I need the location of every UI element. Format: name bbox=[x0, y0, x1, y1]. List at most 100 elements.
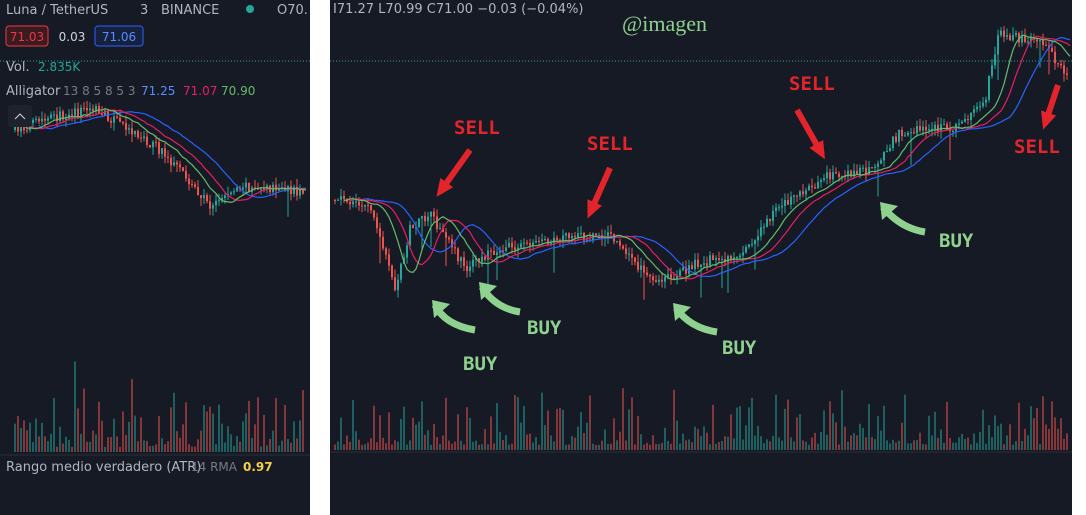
candle-body bbox=[409, 225, 411, 246]
volume-bar bbox=[296, 438, 298, 452]
sell-arrowhead bbox=[809, 140, 825, 160]
volume-bar bbox=[101, 420, 103, 452]
candle-body bbox=[1042, 40, 1044, 46]
candle-body bbox=[1030, 38, 1032, 42]
candle-body bbox=[284, 187, 286, 192]
volume-bar bbox=[676, 420, 678, 450]
candle-body bbox=[194, 184, 196, 188]
volume-bar bbox=[736, 407, 738, 450]
candle-body bbox=[161, 148, 163, 154]
candle-body bbox=[880, 160, 882, 164]
volume-bar bbox=[991, 437, 993, 450]
volume-bar bbox=[493, 443, 495, 450]
candle-body bbox=[511, 242, 513, 248]
candle-body bbox=[221, 198, 223, 201]
candle-body bbox=[155, 141, 157, 143]
volume-bar bbox=[242, 421, 244, 452]
alligator-jaw: 71.25 bbox=[141, 84, 175, 98]
volume-bar bbox=[1045, 424, 1047, 450]
volume-bar bbox=[1027, 435, 1029, 450]
volume-bar bbox=[1036, 407, 1038, 450]
candle-body bbox=[658, 279, 660, 282]
candle-body bbox=[1060, 63, 1062, 66]
volume-bar bbox=[239, 441, 241, 452]
candle-body bbox=[889, 148, 891, 152]
candle-body bbox=[80, 107, 82, 116]
volume-bar bbox=[733, 438, 735, 450]
candle-body bbox=[622, 245, 624, 249]
candle-body bbox=[703, 263, 705, 265]
volume-bar bbox=[1060, 418, 1062, 450]
volume-bar bbox=[68, 439, 70, 452]
candle-body bbox=[364, 204, 366, 207]
candle-body bbox=[784, 200, 786, 206]
volume-bar bbox=[625, 440, 627, 450]
candle-body bbox=[742, 252, 744, 256]
volume-bar bbox=[595, 444, 597, 450]
volume-bar bbox=[361, 444, 363, 450]
volume-bar bbox=[245, 413, 247, 452]
volume-bar bbox=[586, 422, 588, 450]
volume-bar bbox=[80, 433, 82, 452]
volume-bar bbox=[499, 431, 501, 450]
candle-body bbox=[296, 186, 298, 196]
volume-bar bbox=[865, 437, 867, 450]
volume-bar bbox=[931, 435, 933, 450]
atr-value: 0.97 bbox=[243, 460, 273, 474]
candle-body bbox=[299, 189, 301, 196]
candle-body bbox=[1027, 41, 1029, 43]
volume-bar bbox=[772, 435, 774, 450]
candle-body bbox=[125, 123, 127, 130]
candle-body bbox=[131, 128, 133, 135]
volume-bar bbox=[607, 443, 609, 450]
volume-bar bbox=[919, 432, 921, 450]
volume-bar bbox=[538, 444, 540, 450]
volume-bar bbox=[1039, 444, 1041, 450]
candle-body bbox=[649, 275, 651, 277]
candle-body bbox=[706, 263, 708, 266]
candle-body bbox=[835, 172, 837, 174]
candle-body bbox=[907, 132, 909, 136]
candle-body bbox=[787, 200, 789, 205]
volume-bar bbox=[38, 436, 40, 452]
candle-body bbox=[988, 75, 990, 100]
candle-body bbox=[895, 136, 897, 142]
volume-bar bbox=[886, 440, 888, 450]
volume-bar bbox=[928, 415, 930, 450]
volume-bar bbox=[421, 401, 423, 450]
candle-body bbox=[248, 182, 250, 192]
volume-bar bbox=[781, 440, 783, 450]
candle-body bbox=[943, 124, 945, 126]
volume-bar bbox=[754, 435, 756, 450]
volume-bar bbox=[275, 398, 277, 452]
volume-bar bbox=[508, 444, 510, 450]
candle-body bbox=[1021, 35, 1023, 43]
volume-bar bbox=[961, 433, 963, 450]
volume-bar bbox=[670, 443, 672, 450]
volume-bar bbox=[373, 405, 375, 450]
candle-body bbox=[562, 235, 564, 242]
volume-bar bbox=[868, 404, 870, 450]
alligator-teeth: 71.07 bbox=[183, 84, 217, 98]
alligator-line bbox=[358, 36, 1071, 278]
volume-bar bbox=[790, 437, 792, 450]
volume-bar bbox=[541, 392, 543, 450]
volume-bar bbox=[976, 442, 978, 450]
volume-bar bbox=[601, 440, 603, 450]
candle-body bbox=[251, 187, 253, 192]
volume-bar bbox=[787, 399, 789, 450]
sell-annotations: SELL SELL SELL SELL bbox=[454, 73, 1060, 158]
candle-body bbox=[526, 242, 528, 244]
price-box bbox=[5, 25, 49, 47]
volume-bar bbox=[742, 439, 744, 450]
candle-body bbox=[481, 256, 483, 263]
volume-bar bbox=[122, 411, 124, 452]
volume-bar bbox=[62, 443, 64, 452]
volume-bar bbox=[77, 408, 79, 452]
volume-bar bbox=[230, 434, 232, 452]
collapse-button[interactable] bbox=[8, 105, 32, 127]
candle-body bbox=[958, 123, 960, 125]
candle-body bbox=[490, 250, 492, 252]
volume-bar bbox=[718, 442, 720, 450]
candle-body bbox=[113, 116, 115, 123]
